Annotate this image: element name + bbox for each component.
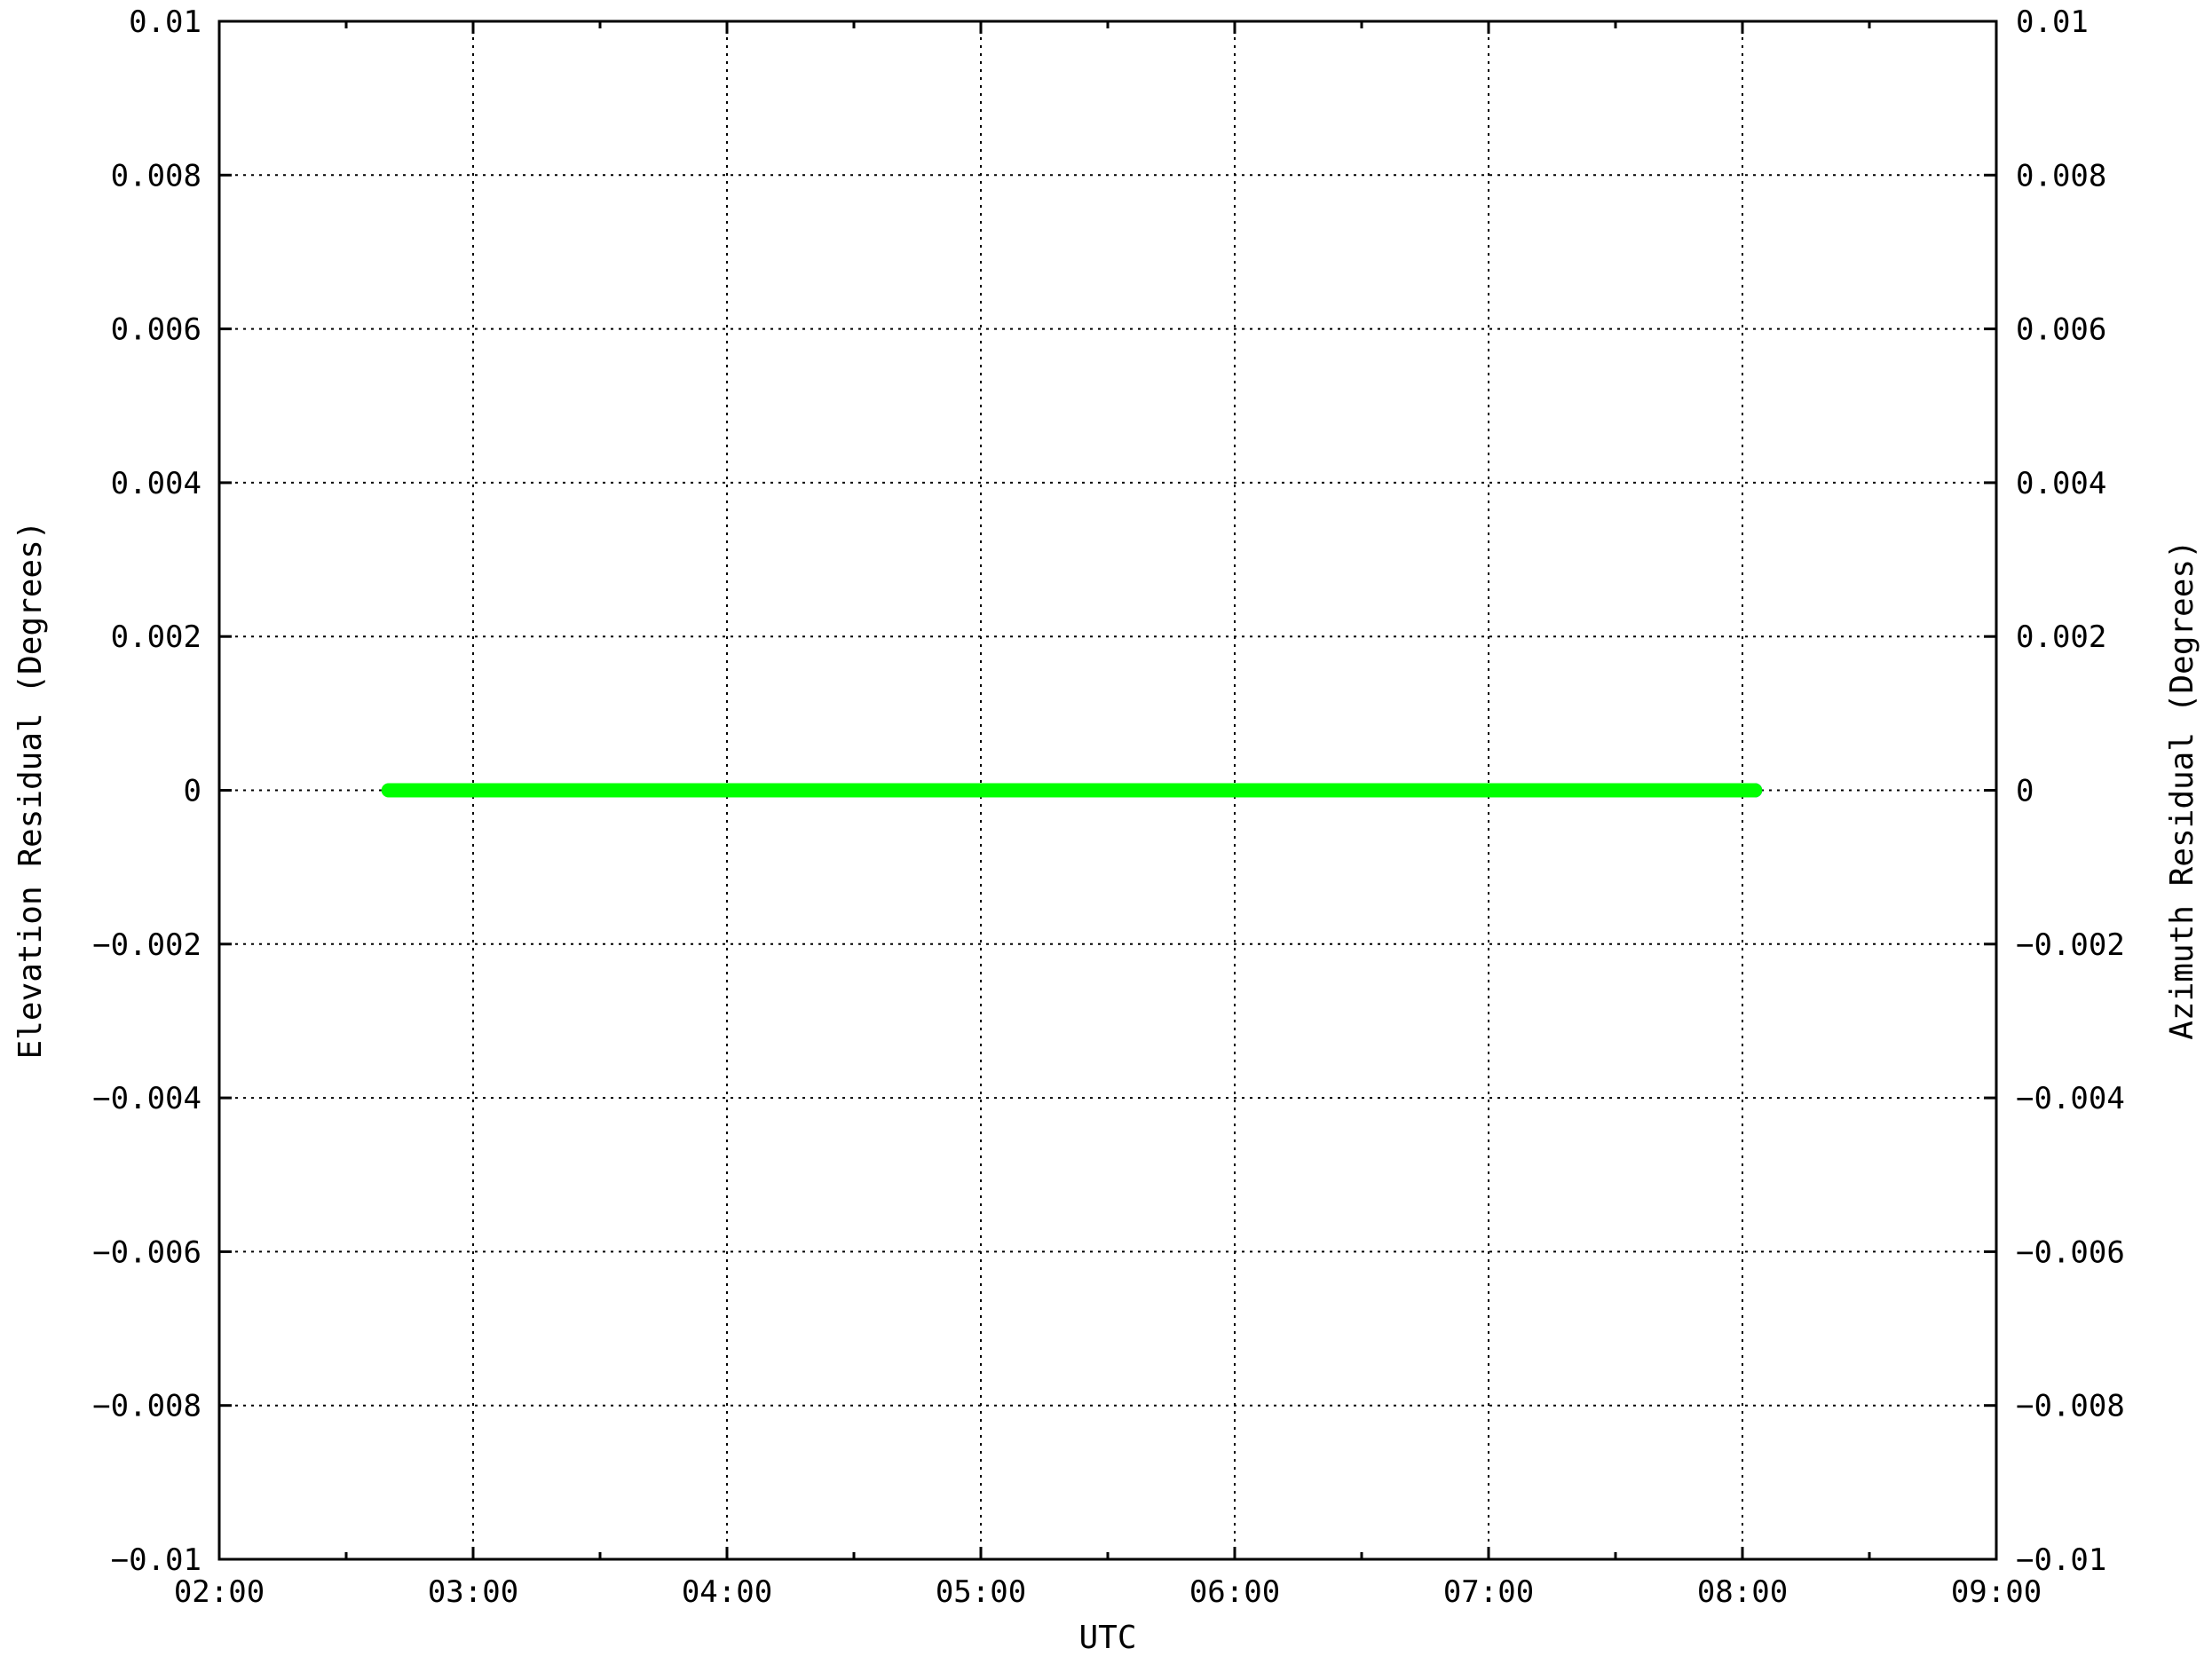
y2-tick-label: −0.008	[2016, 1389, 2125, 1424]
y2-tick-label: 0.008	[2016, 158, 2106, 193]
y-tick-label: −0.008	[92, 1389, 201, 1424]
y2-tick-label: 0.002	[2016, 619, 2106, 655]
x-tick-label: 07:00	[1443, 1574, 1534, 1610]
y-tick-label: −0.004	[92, 1081, 201, 1116]
y2-tick-label: 0.004	[2016, 466, 2106, 501]
y-tick-label: −0.002	[92, 927, 201, 963]
y-tick-label: −0.006	[92, 1234, 201, 1270]
y-tick-label: 0	[184, 774, 201, 809]
x-tick-label: 05:00	[936, 1574, 1026, 1610]
y-tick-label: 0.008	[111, 158, 201, 193]
y-tick-label: 0.004	[111, 466, 201, 501]
x-axis-title: UTC	[1078, 1620, 1136, 1656]
x-tick-label: 02:00	[174, 1574, 265, 1610]
x-tick-label: 08:00	[1697, 1574, 1788, 1610]
y2-tick-label: −0.01	[2016, 1542, 2106, 1578]
x-tick-label: 03:00	[428, 1574, 518, 1610]
y-tick-label: 0.002	[111, 619, 201, 655]
y2-tick-label: −0.006	[2016, 1234, 2125, 1270]
y-tick-labels: 0.01 0.008 0.006 0.004 0.002 0 −0.002 −0.004 −0.…	[92, 4, 201, 1578]
y2-tick-label: −0.002	[2016, 927, 2125, 963]
y-axis-title: Elevation Residual (Degrees)	[12, 521, 49, 1060]
x-tick-label: 06:00	[1189, 1574, 1280, 1610]
y2-tick-label: −0.004	[2016, 1081, 2125, 1116]
y2-tick-label: 0	[2016, 774, 2034, 809]
y2-tick-label: 0.01	[2016, 4, 2089, 40]
x-tick-label: 09:00	[1951, 1574, 2042, 1610]
x-tick-label: 04:00	[682, 1574, 772, 1610]
y2-tick-labels: 0.01 0.008 0.006 0.004 0.002 0 −0.002 −0.004 −0.…	[2016, 4, 2125, 1578]
y-tick-label: 0.01	[129, 4, 201, 40]
x-tick-labels: 02:00 03:00 04:00 05:00 06:00 07:00 08:00 09:00	[174, 1574, 2042, 1610]
y-tick-label: 0.006	[111, 312, 201, 348]
plot-frame	[217, 20, 1998, 1561]
y2-tick-label: 0.006	[2016, 312, 2106, 348]
y2-axis-title: Azimuth Residual (Degrees)	[2164, 540, 2200, 1040]
y-tick-label: −0.01	[111, 1542, 201, 1578]
